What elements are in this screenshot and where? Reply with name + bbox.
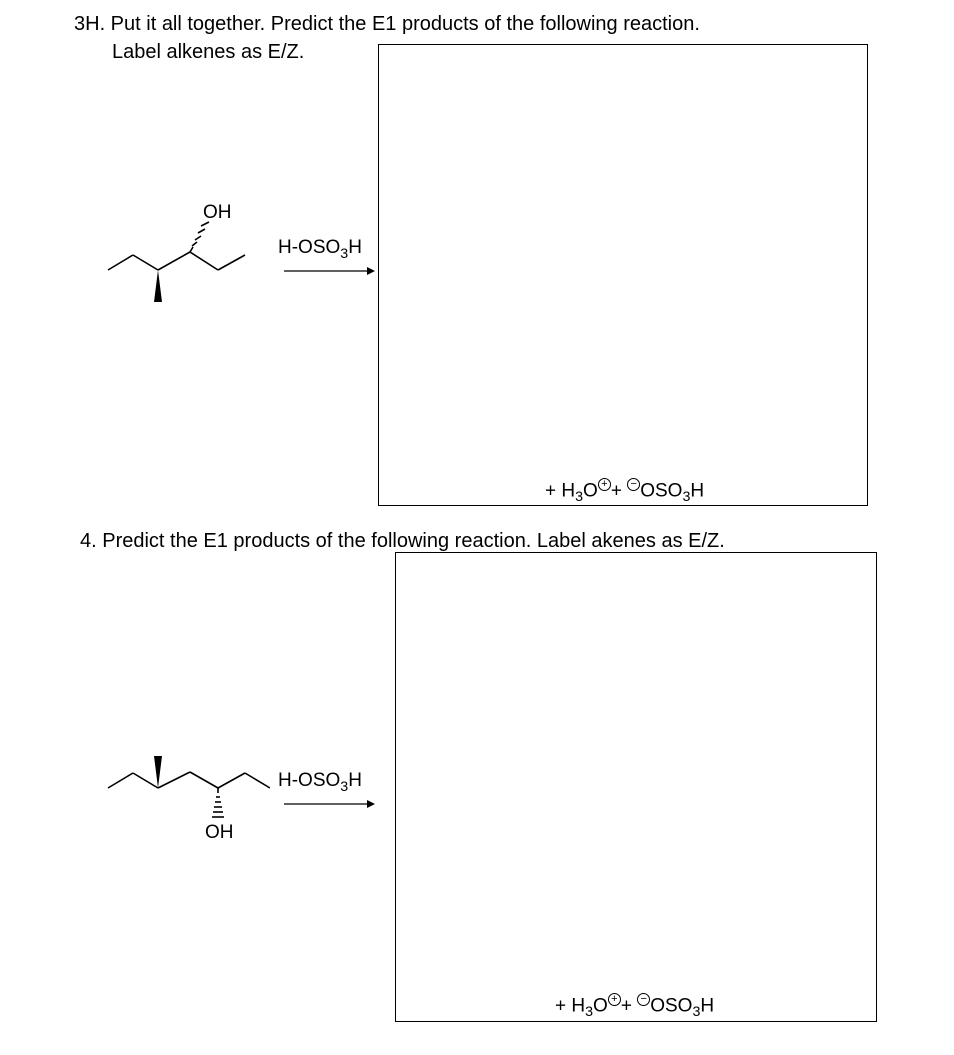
problem-4-line1: 4. Predict the E1 products of the follow…: [0, 527, 954, 555]
hash-wedge-oh-4: [212, 788, 224, 817]
problem-3h-line1: 3H. Put it all together. Predict the E1 …: [0, 10, 954, 38]
oh-label-3h: OH: [203, 202, 232, 223]
reaction-arrow-4: [282, 797, 372, 816]
answer-box-4: [395, 552, 877, 1022]
structure-4: OH: [100, 730, 270, 865]
oh-label-4: OH: [205, 822, 234, 843]
hash-wedge-oh-3h: [190, 222, 209, 252]
reagent-4: H-OSO3H: [278, 770, 362, 795]
answer-box-3h: [378, 44, 868, 506]
problem-4: 4. Predict the E1 products of the follow…: [0, 527, 954, 555]
byproducts-4: + H3O++ −OSO3H: [555, 995, 714, 1020]
byproducts-3h: + H3O++ −OSO3H: [545, 480, 704, 505]
structure-3h: OH: [100, 200, 270, 325]
reaction-arrow-3h: [282, 264, 372, 283]
reagent-3h: H-OSO3H: [278, 237, 362, 262]
